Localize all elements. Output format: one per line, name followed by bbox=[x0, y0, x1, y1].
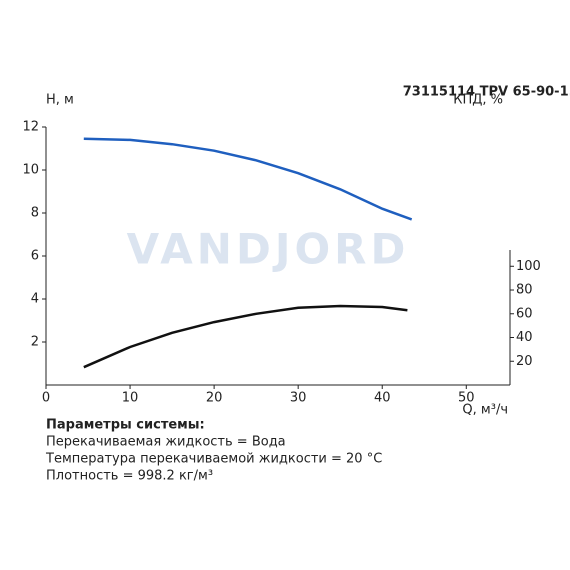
y2-tick-label: 20 bbox=[516, 354, 533, 369]
y-tick-label: 10 bbox=[22, 163, 39, 178]
x-tick-label: 40 bbox=[374, 391, 391, 406]
y2-tick-label: 80 bbox=[516, 283, 533, 298]
x-tick-label: 50 bbox=[458, 391, 475, 406]
y-tick-label: 12 bbox=[22, 120, 39, 135]
y2-tick-label: 60 bbox=[516, 306, 533, 321]
footer-heading: Параметры системы: bbox=[46, 418, 205, 433]
watermark: VANDJORD bbox=[127, 225, 410, 274]
curve bbox=[83, 304, 408, 369]
x-tick-label: 20 bbox=[206, 391, 223, 406]
y-tick-label: 2 bbox=[31, 335, 39, 350]
x-tick-label: 10 bbox=[122, 391, 139, 406]
y2-tick-label: 100 bbox=[516, 259, 541, 274]
footer-line: Плотность = 998.2 кг/м³ bbox=[46, 469, 213, 484]
curve bbox=[83, 137, 413, 221]
footer-line: Перекачиваемая жидкость = Вода bbox=[46, 435, 286, 450]
footer-line: Температура перекачиваемой жидкости = 20… bbox=[45, 452, 382, 467]
y2-axis-label: КПД, % bbox=[453, 93, 503, 108]
y2-tick-label: 40 bbox=[516, 330, 533, 345]
x-tick-label: 30 bbox=[290, 391, 307, 406]
y-tick-label: 6 bbox=[31, 249, 39, 264]
x-tick-label: 0 bbox=[42, 391, 50, 406]
y-axis-label: H, м bbox=[46, 93, 74, 108]
x-axis-label: Q, м³/ч bbox=[462, 403, 508, 418]
y-tick-label: 8 bbox=[31, 206, 39, 221]
chart-title: 73115114 TPV 65-90-1.5/4 Q-A-B-E bbox=[403, 85, 570, 100]
y-tick-label: 4 bbox=[31, 292, 39, 307]
